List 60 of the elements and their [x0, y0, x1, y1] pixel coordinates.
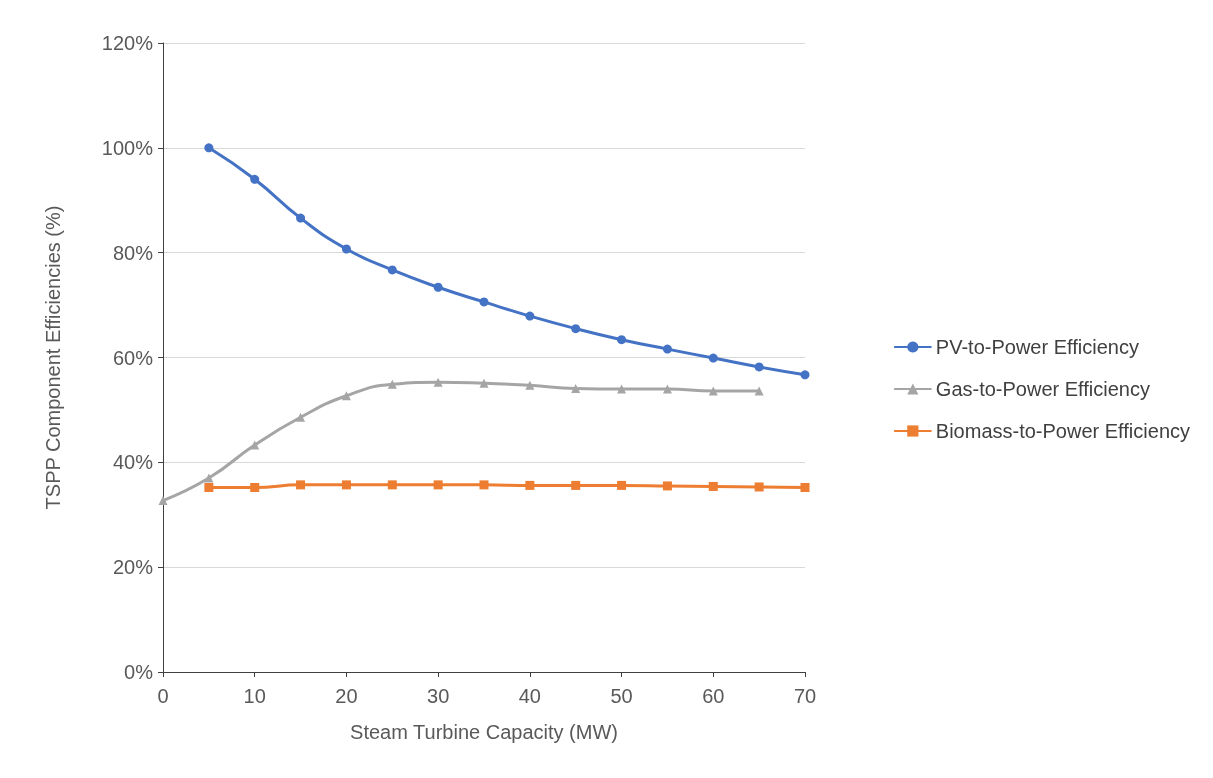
- point: [433, 480, 443, 490]
- x-tick-label: 0: [157, 685, 169, 707]
- y-tick-label: 100%: [101, 136, 154, 159]
- point: [387, 265, 397, 275]
- point: [296, 213, 306, 223]
- point: [754, 386, 764, 396]
- legend-label: Biomass-to-Power Efficiency: [935, 420, 1191, 442]
- point: [617, 335, 627, 345]
- point: [296, 412, 306, 422]
- x-tick-label: 50: [610, 685, 633, 707]
- point: [571, 324, 581, 334]
- x-tick-label: 60: [702, 685, 725, 707]
- point: [433, 282, 443, 292]
- point: [387, 480, 397, 490]
- point: [708, 386, 718, 396]
- point: [525, 311, 535, 321]
- y-tick-label: 40%: [112, 451, 154, 474]
- x-tick-label: 40: [518, 685, 541, 707]
- y-tick-label: 20%: [112, 556, 154, 579]
- point: [387, 379, 397, 389]
- point: [800, 482, 810, 492]
- point: [571, 480, 581, 490]
- point: [754, 482, 764, 492]
- point: [525, 380, 535, 390]
- y-tick-label: 0%: [124, 661, 154, 683]
- point: [204, 482, 214, 492]
- y-axis-title: TSPP Component Efficiencies (%): [42, 205, 64, 510]
- point: [708, 353, 718, 363]
- point: [662, 344, 672, 354]
- point: [204, 473, 214, 483]
- point: [250, 440, 260, 450]
- point: [617, 480, 627, 490]
- point: [571, 383, 581, 393]
- point: [204, 143, 214, 153]
- y-tick-label: 80%: [112, 241, 154, 264]
- legend-label: Gas-to-Power Efficiency: [935, 378, 1150, 400]
- point: [479, 378, 489, 388]
- point: [341, 480, 351, 490]
- point: [250, 174, 260, 184]
- point: [341, 391, 351, 401]
- point: [800, 370, 810, 380]
- point: [433, 377, 443, 387]
- x-tick-label: 70: [793, 685, 817, 707]
- point: [158, 496, 168, 506]
- y-tick-label: 60%: [112, 346, 154, 369]
- x-axis-title: Steam Turbine Capacity (MW): [350, 721, 618, 743]
- point: [754, 362, 764, 372]
- point: [479, 480, 489, 490]
- x-tick-label: 20: [335, 685, 358, 707]
- point: [525, 480, 535, 490]
- point: [250, 482, 260, 492]
- x-tick-label: 10: [243, 685, 266, 707]
- point: [479, 297, 489, 307]
- y-tick-label: 120%: [101, 32, 154, 54]
- x-tick-label: 30: [427, 685, 450, 707]
- point: [296, 480, 306, 490]
- point: [662, 481, 672, 491]
- point: [708, 481, 718, 491]
- point: [341, 244, 351, 254]
- legend-label: PV-to-Power Efficiency: [935, 336, 1139, 358]
